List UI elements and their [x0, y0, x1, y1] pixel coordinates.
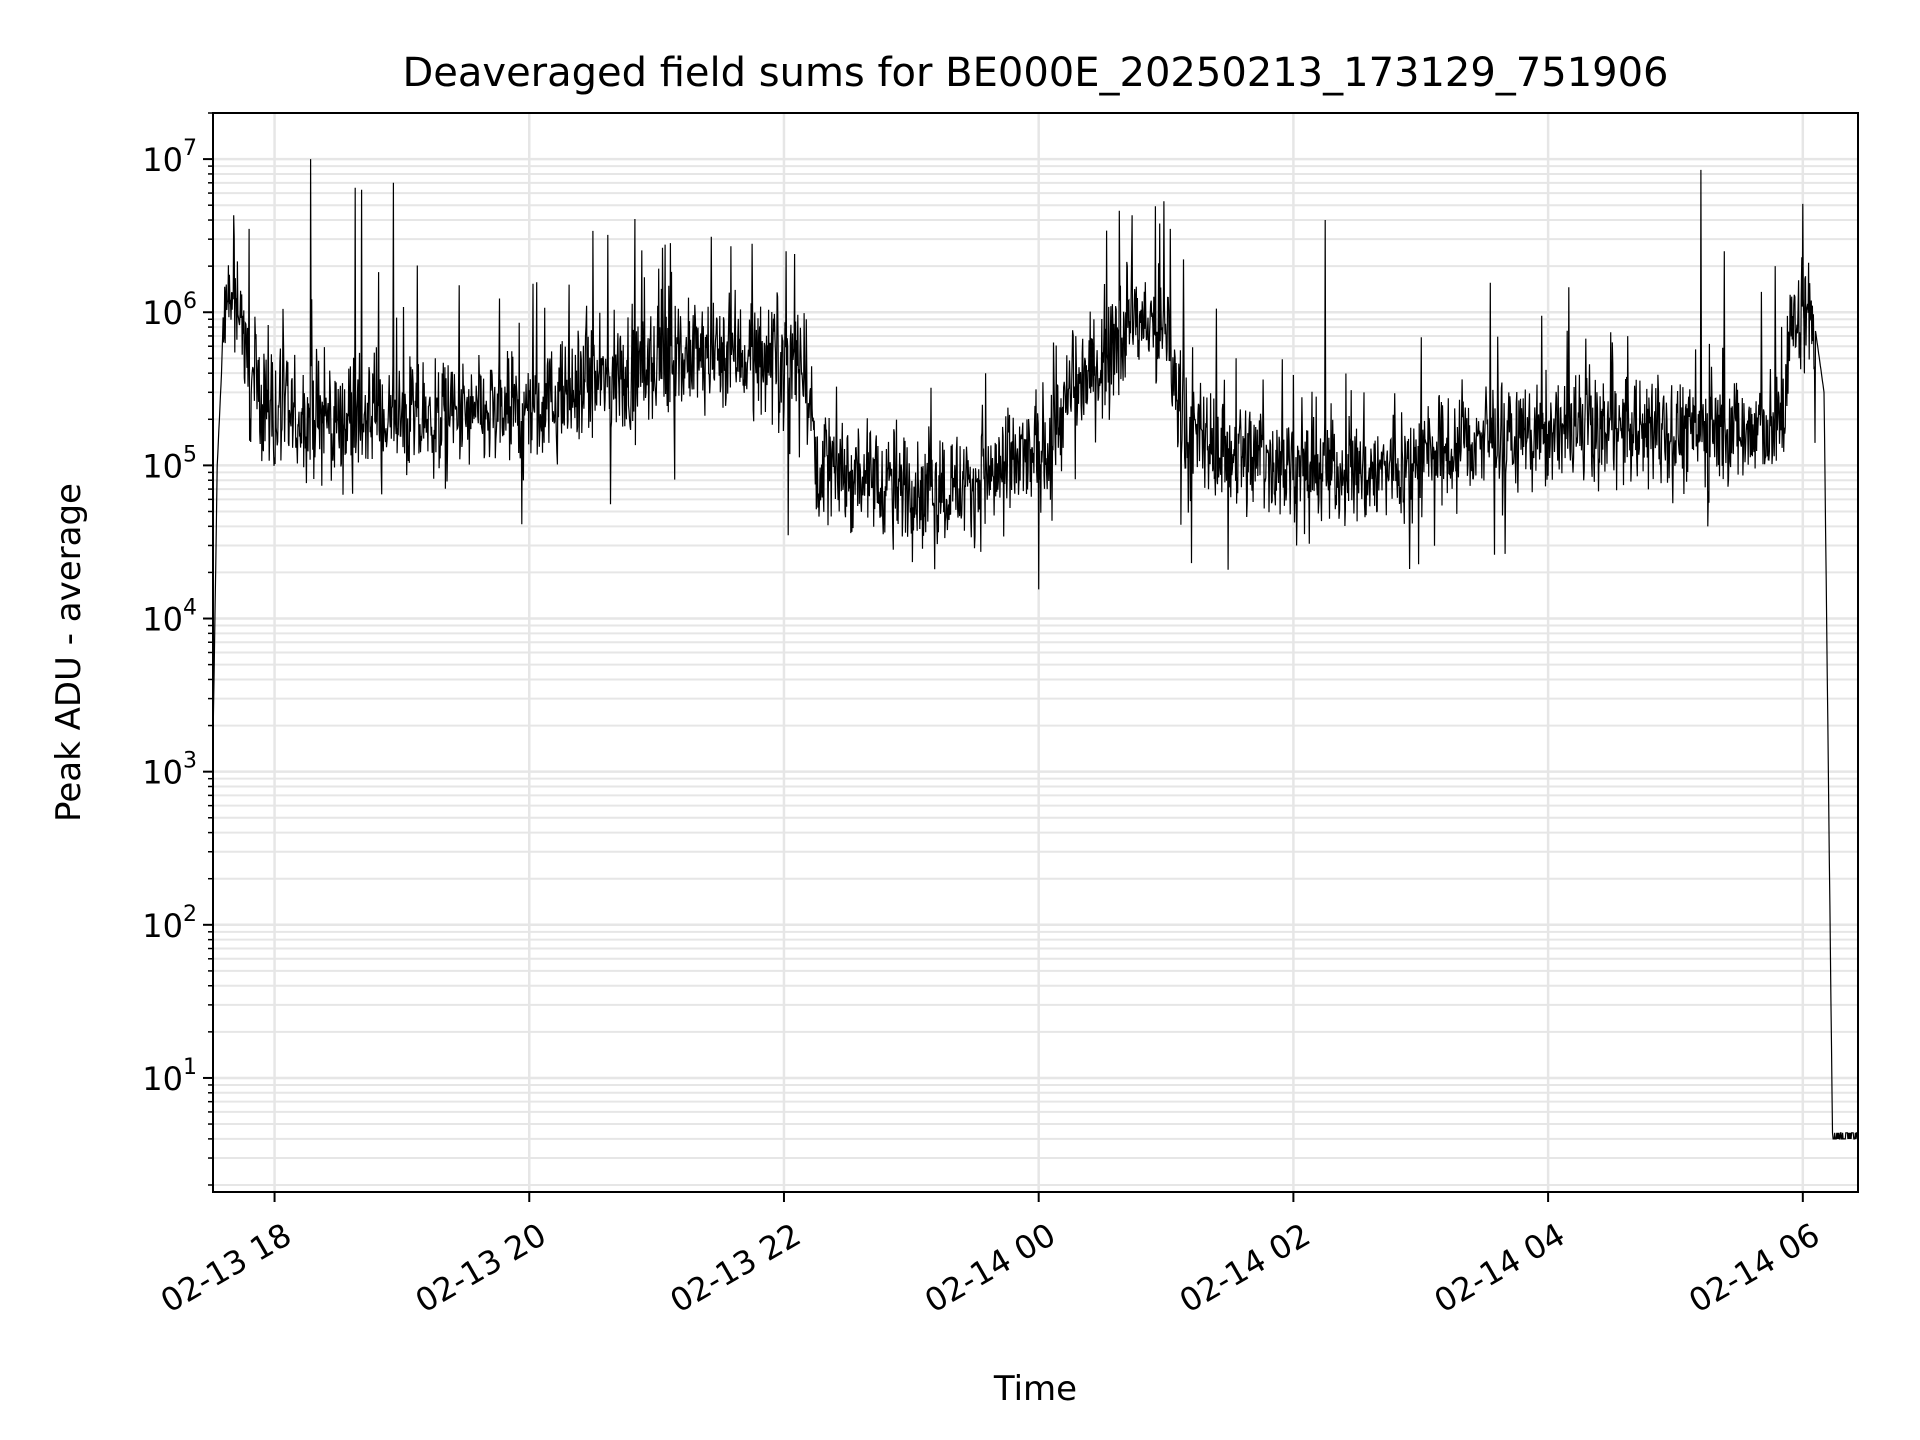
y-tick-label: 104 [142, 596, 197, 639]
y-axis-ticks: 101 102 103 104 105 106 107 [142, 112, 213, 1186]
y-tick-label: 106 [142, 289, 197, 332]
y-tick-label: 103 [142, 749, 197, 792]
plot-area [212, 159, 1859, 1140]
y-tick-label: 107 [142, 136, 197, 179]
series-line [212, 159, 1859, 1140]
x-axis-label: Time [993, 1369, 1077, 1409]
chart-title: Deaveraged field sums for BE000E_2025021… [402, 50, 1668, 96]
y-axis-label: Peak ADU - average [49, 483, 89, 822]
y-tick-label: 101 [142, 1055, 197, 1098]
y-tick-label: 102 [142, 902, 197, 945]
y-tick-label: 105 [142, 442, 197, 485]
